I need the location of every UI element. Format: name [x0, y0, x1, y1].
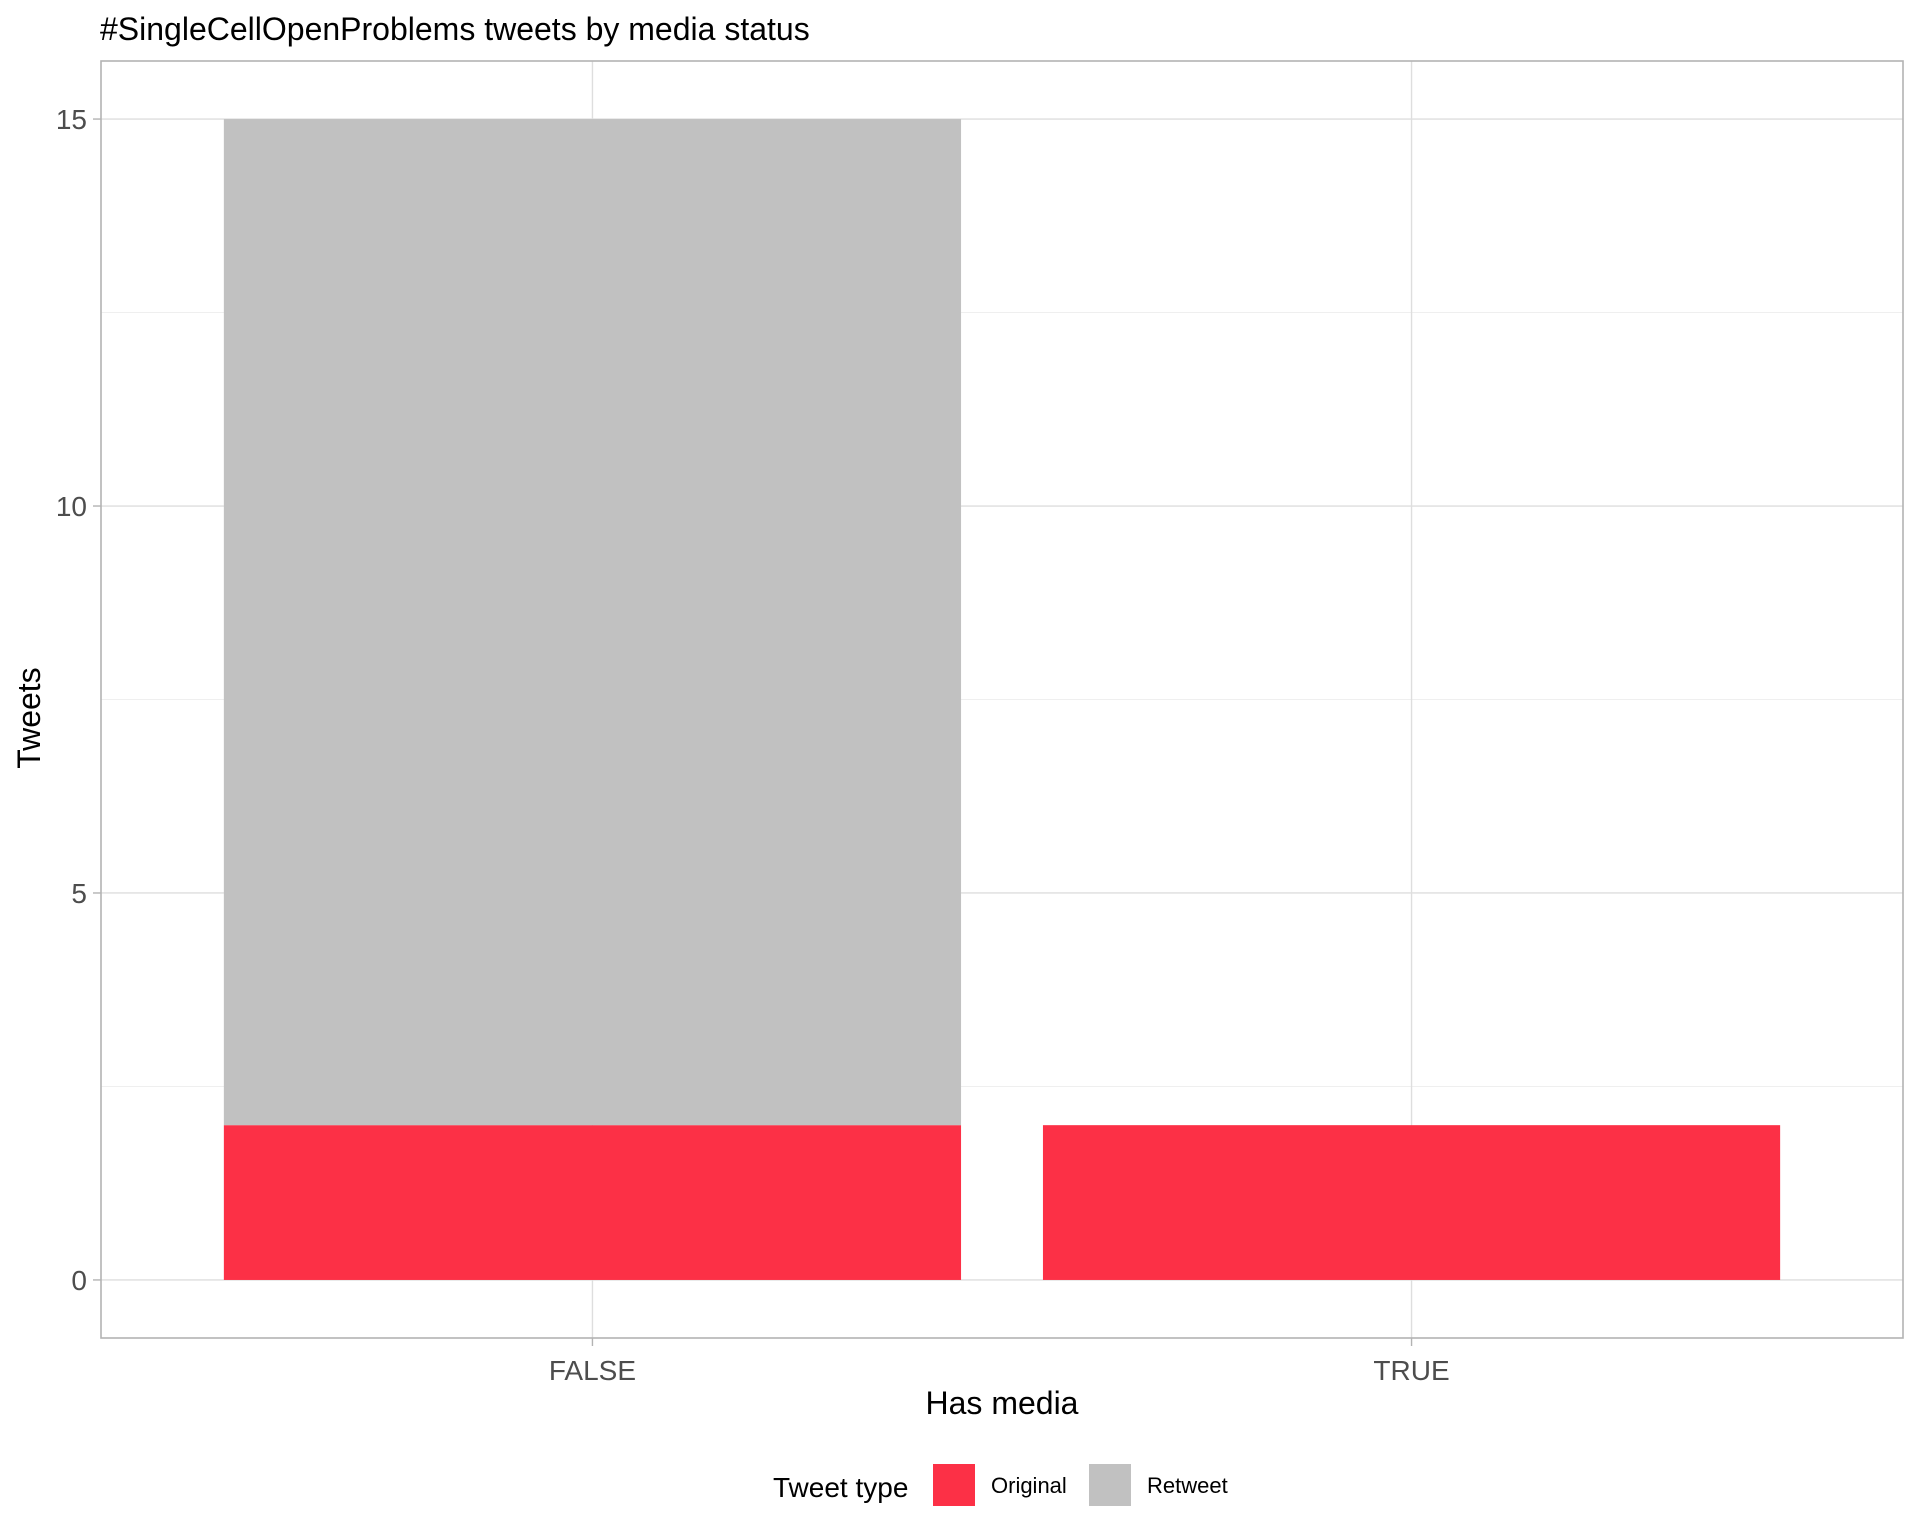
y-tick-label: 10	[56, 491, 87, 522]
chart-title: #SingleCellOpenProblems tweets by media …	[100, 11, 810, 47]
legend-title: Tweet type	[773, 1472, 908, 1503]
bar-original-false	[223, 1125, 962, 1280]
x-axis: FALSE TRUE	[549, 1338, 1450, 1386]
legend-swatch-retweet	[1089, 1464, 1131, 1506]
x-tick-label: TRUE	[1373, 1355, 1449, 1386]
legend-swatch-original	[933, 1464, 975, 1506]
legend: Tweet type Original Retweet	[773, 1464, 1228, 1506]
y-tick-label: 0	[71, 1265, 87, 1296]
bar-retweet-false	[223, 119, 962, 1126]
y-axis: 0 5 10 15	[56, 104, 101, 1296]
bars	[223, 119, 1781, 1280]
bar-original-true	[1042, 1125, 1781, 1280]
y-axis-title: Tweets	[11, 667, 47, 768]
y-tick-label: 15	[56, 104, 87, 135]
legend-label-original: Original	[991, 1473, 1067, 1498]
x-axis-title: Has media	[926, 1385, 1079, 1421]
panel-border	[100, 60, 1904, 1339]
y-tick-label: 5	[71, 878, 87, 909]
legend-label-retweet: Retweet	[1147, 1473, 1228, 1498]
x-tick-label: FALSE	[549, 1355, 636, 1386]
